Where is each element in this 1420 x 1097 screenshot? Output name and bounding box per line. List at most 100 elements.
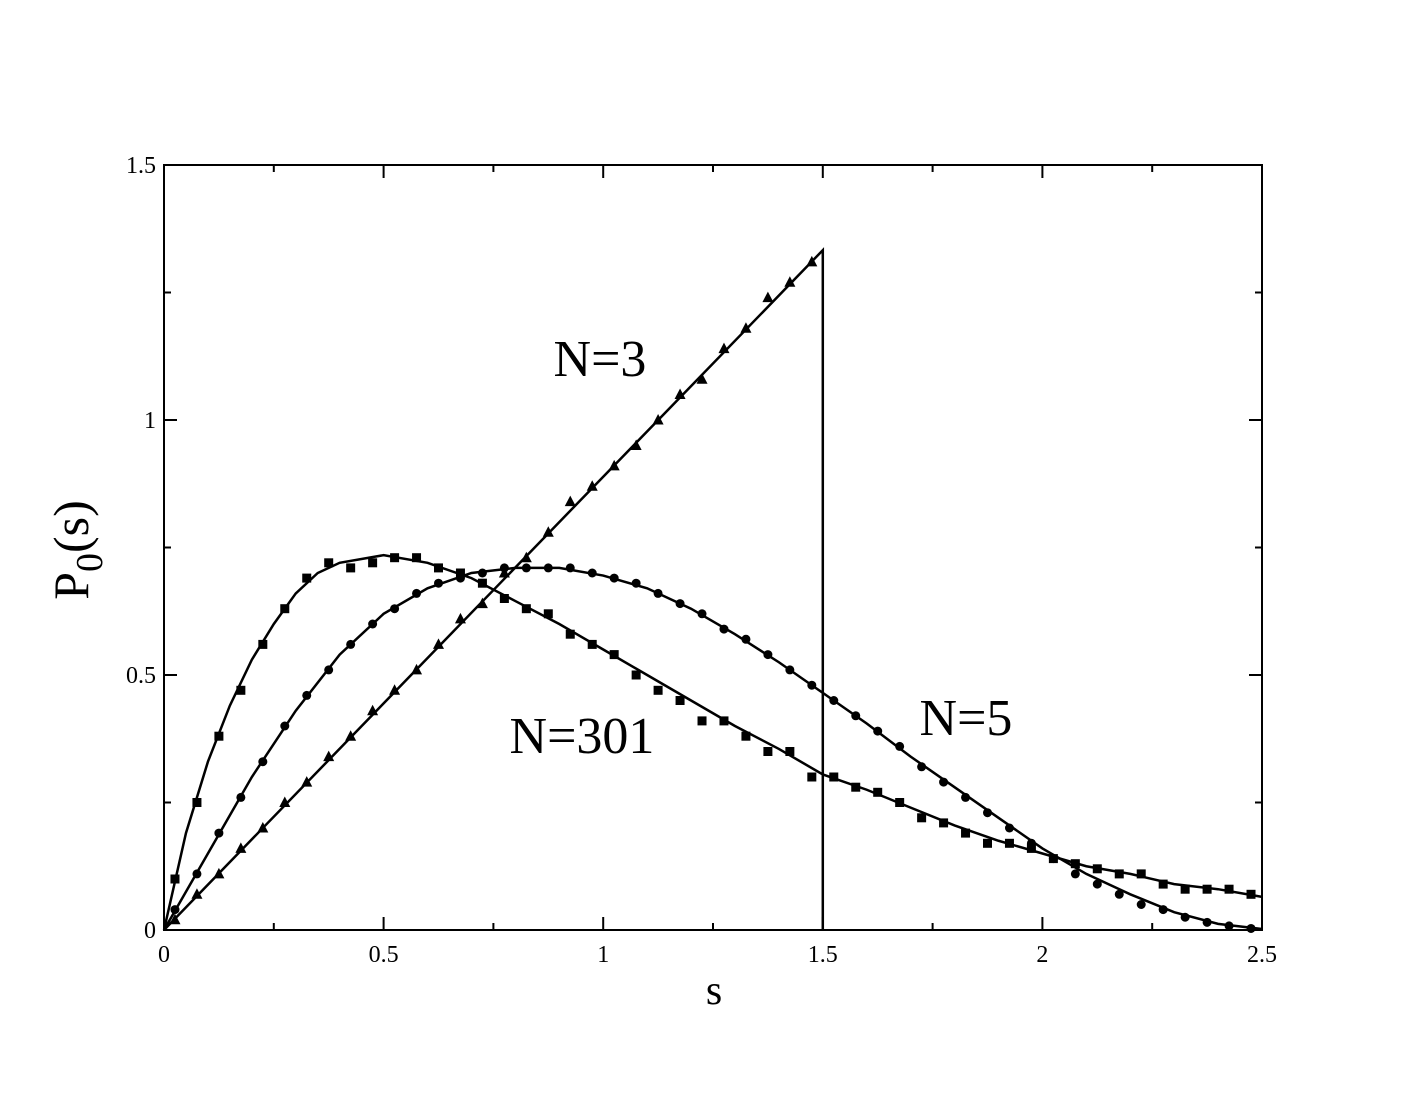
square-marker	[741, 731, 751, 741]
triangle-marker	[367, 704, 379, 716]
square-marker	[236, 685, 246, 695]
fit-curve	[162, 566, 1263, 931]
square-marker	[455, 568, 465, 578]
circle-marker	[434, 578, 443, 588]
triangle-marker	[411, 663, 423, 675]
circle-marker	[499, 563, 509, 573]
square-marker	[434, 563, 443, 573]
square-marker	[1202, 884, 1212, 894]
square-marker	[719, 716, 729, 726]
triangle-marker	[235, 842, 247, 853]
circle-marker	[236, 792, 246, 802]
annotation: N=5	[920, 690, 1013, 747]
square-marker	[302, 573, 312, 583]
circle-marker	[1202, 917, 1212, 927]
x-axis-label: s	[706, 968, 722, 1014]
circle-marker	[917, 762, 927, 772]
fit-curve	[162, 553, 1263, 931]
x-tick-label: 1.5	[808, 942, 838, 968]
square-marker	[829, 772, 839, 782]
circle-marker	[192, 869, 202, 879]
square-marker	[1224, 884, 1234, 894]
square-marker	[961, 828, 971, 838]
square-marker	[895, 798, 905, 807]
square-marker	[412, 553, 422, 563]
circle-marker	[697, 609, 707, 619]
fit-curve	[163, 247, 825, 931]
circle-marker	[302, 690, 312, 700]
circle-marker	[521, 563, 531, 573]
circle-marker	[214, 828, 224, 838]
circle-marker	[587, 568, 597, 578]
square-marker	[565, 629, 575, 639]
circle-marker	[895, 741, 905, 751]
y-tick-label: 0	[144, 918, 156, 944]
square-marker	[346, 563, 356, 573]
circle-marker	[609, 573, 619, 583]
square-marker	[499, 594, 509, 603]
square-marker	[763, 747, 773, 756]
circle-marker	[719, 624, 729, 634]
x-tick-label: 2	[1036, 942, 1048, 968]
square-marker	[324, 558, 334, 568]
square-marker	[543, 609, 553, 619]
y-label-tail: (s)	[43, 500, 99, 553]
square-marker	[1070, 859, 1080, 869]
y-tick-label: 0.5	[126, 663, 156, 689]
square-marker	[192, 798, 202, 807]
triangle-marker	[476, 597, 488, 609]
annotation: N=3	[554, 331, 647, 388]
triangle-marker	[279, 796, 291, 807]
triangle-marker	[323, 750, 335, 762]
triangle-marker	[389, 684, 401, 695]
x-tick-label: 0	[158, 942, 170, 968]
circle-marker	[1004, 823, 1014, 833]
triangle-marker	[257, 822, 269, 833]
triangle-marker	[696, 373, 708, 384]
circle-marker	[807, 680, 817, 690]
circle-marker	[412, 588, 422, 598]
circle-marker	[565, 563, 575, 573]
annotation: N=301	[510, 708, 655, 765]
square-marker	[1246, 889, 1256, 899]
circle-marker	[1114, 889, 1124, 899]
circle-marker	[324, 665, 334, 675]
square-marker	[477, 578, 487, 588]
triangle-marker	[542, 526, 554, 537]
circle-marker	[631, 578, 641, 588]
square-marker	[785, 747, 795, 756]
square-marker	[280, 604, 290, 614]
y-label-main: P	[43, 572, 99, 600]
square-marker	[1158, 879, 1168, 889]
square-marker	[258, 639, 268, 649]
square-marker	[521, 604, 531, 614]
circle-marker	[741, 634, 751, 644]
triangle-marker	[806, 255, 818, 267]
square-marker	[983, 838, 992, 848]
circle-marker	[1092, 879, 1102, 889]
circle-marker	[653, 588, 663, 598]
triangle-marker	[740, 322, 752, 333]
circle-marker	[170, 905, 180, 915]
circle-marker	[346, 639, 356, 649]
triangle-marker	[564, 495, 576, 507]
circle-marker	[1070, 869, 1080, 879]
square-marker	[1092, 864, 1102, 874]
triangle-marker	[630, 439, 642, 450]
square-marker	[170, 874, 180, 884]
circle-marker	[961, 792, 971, 802]
square-marker	[851, 782, 861, 792]
square-marker	[939, 818, 949, 828]
circle-marker	[368, 619, 378, 629]
triangle-marker	[652, 414, 664, 425]
circle-marker	[983, 808, 992, 818]
square-marker	[609, 650, 619, 660]
y-tick-label: 1.5	[126, 153, 156, 179]
square-marker	[653, 685, 663, 695]
triangle-marker	[718, 342, 730, 354]
square-marker	[1180, 884, 1190, 894]
circle-marker	[1180, 912, 1190, 922]
triangle-marker	[784, 276, 796, 287]
circle-marker	[543, 563, 553, 573]
triangle-marker	[191, 888, 203, 899]
